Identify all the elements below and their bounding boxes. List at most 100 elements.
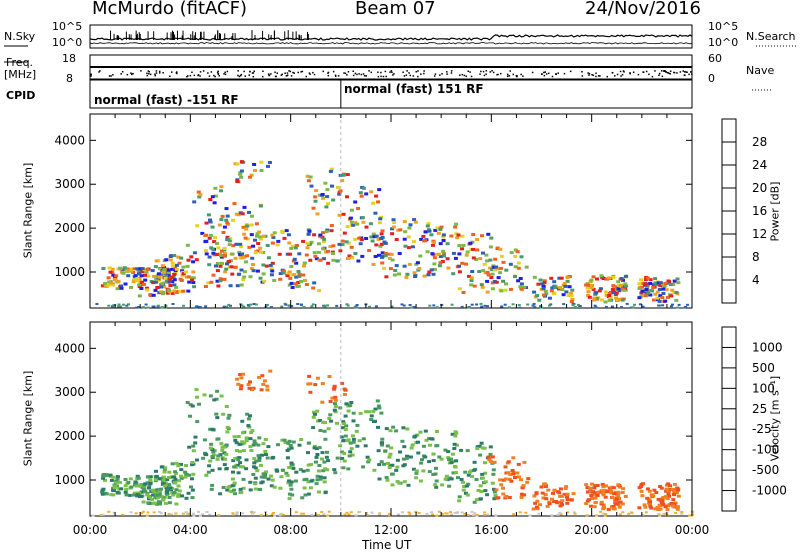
- nave-point: [132, 72, 134, 75]
- nave-point: [390, 70, 393, 72]
- velocity-cell: [341, 466, 346, 470]
- power-cell: [166, 271, 171, 275]
- nave-point: [491, 70, 493, 72]
- power-cell: [230, 252, 235, 256]
- power-cell: [174, 263, 179, 267]
- power-ground-cell: [311, 303, 315, 306]
- nave-point: [597, 75, 600, 77]
- velocity-cell: [271, 455, 276, 459]
- velocity-cell: [347, 454, 352, 458]
- power-cell: [255, 232, 260, 236]
- velocity-cell: [617, 497, 621, 500]
- velocity-ground-cell: [414, 510, 418, 513]
- velocity-ground-cell: [146, 511, 150, 514]
- nave-point: [218, 75, 220, 77]
- power-cell: [314, 257, 319, 261]
- power-cell: [653, 277, 658, 281]
- velocity-ytick-label: 2000: [54, 429, 85, 443]
- velocity-cell: [592, 505, 597, 509]
- power-cell: [210, 247, 215, 251]
- power-cell: [161, 290, 166, 294]
- velocity-cell: [170, 462, 175, 466]
- power-cell: [287, 241, 292, 245]
- nave-point: [199, 71, 202, 73]
- velocity-cell: [114, 479, 119, 483]
- velocity-cell: [191, 449, 196, 453]
- velocity-cell: [637, 506, 642, 510]
- velocity-ground-cell: [129, 511, 133, 514]
- nave-point: [664, 70, 666, 72]
- power-cell: [513, 254, 518, 258]
- power-cell: [207, 236, 212, 240]
- velocity-cell: [388, 429, 393, 433]
- power-cell: [135, 277, 140, 280]
- power-cell: [281, 269, 286, 273]
- power-ground-cell: [353, 306, 357, 309]
- power-ground-cell: [500, 305, 504, 308]
- power-cell: [607, 292, 612, 295]
- power-ground-cell: [346, 304, 350, 307]
- velocity-cell: [462, 485, 467, 488]
- velocity-cell: [565, 501, 570, 505]
- velocity-cell: [600, 482, 605, 486]
- velocity-cell: [584, 483, 589, 487]
- power-cell: [431, 272, 436, 276]
- velocity-ground-cell: [388, 514, 392, 517]
- velocity-cell: [564, 485, 569, 489]
- power-cell: [242, 270, 247, 274]
- power-ground-cell: [657, 304, 661, 307]
- velocity-cell: [431, 459, 436, 463]
- nave-point: [406, 70, 408, 72]
- velocity-cell: [135, 474, 140, 478]
- velocity-cell: [147, 486, 151, 490]
- velocity-cell: [202, 438, 207, 442]
- power-cell: [360, 254, 365, 258]
- velocity-cell: [351, 440, 356, 444]
- power-cell: [537, 298, 542, 302]
- velocity-ground-cell: [453, 511, 457, 514]
- power-cell: [549, 289, 554, 293]
- velocity-cell: [204, 473, 209, 477]
- velocity-cell: [477, 444, 482, 448]
- velocity-cell: [314, 482, 319, 486]
- power-cell: [440, 260, 445, 263]
- velocity-cell: [303, 493, 308, 497]
- power-cell: [170, 264, 175, 268]
- nave-point: [146, 74, 149, 77]
- nave-point: [270, 73, 272, 75]
- velocity-cell: [283, 441, 288, 444]
- nsky-trace: [89, 34, 693, 41]
- velocity-cell: [349, 447, 354, 451]
- power-cell: [508, 262, 513, 266]
- power-cell: [467, 274, 471, 278]
- velocity-cell: [372, 468, 377, 472]
- power-ground-cell: [290, 305, 294, 307]
- power-cell: [238, 172, 243, 176]
- velocity-cell: [146, 501, 151, 505]
- power-cell: [325, 195, 330, 199]
- power-cell: [391, 218, 396, 222]
- velocity-cell: [506, 460, 511, 464]
- nave-point: [569, 70, 572, 73]
- velocity-cell: [286, 481, 291, 485]
- nave-point: [673, 71, 675, 74]
- velocity-cell: [611, 486, 616, 490]
- power-cell: [133, 274, 138, 278]
- power-cell: [311, 286, 316, 290]
- power-cell: [211, 251, 216, 255]
- power-cell: [540, 282, 545, 286]
- power-cell: [215, 262, 220, 265]
- velocity-cell: [521, 484, 526, 488]
- nave-point: [148, 73, 150, 75]
- velocity-cell: [325, 450, 329, 454]
- velocity-cell: [250, 429, 255, 433]
- power-cell: [668, 283, 673, 287]
- power-cell: [218, 277, 223, 281]
- velocity-cell: [411, 467, 416, 471]
- velocity-cell: [449, 477, 454, 481]
- velocity-cell: [318, 429, 323, 432]
- power-cell: [394, 238, 399, 241]
- velocity-cell: [320, 400, 325, 404]
- power-cell: [619, 283, 624, 287]
- velocity-cell: [288, 483, 293, 487]
